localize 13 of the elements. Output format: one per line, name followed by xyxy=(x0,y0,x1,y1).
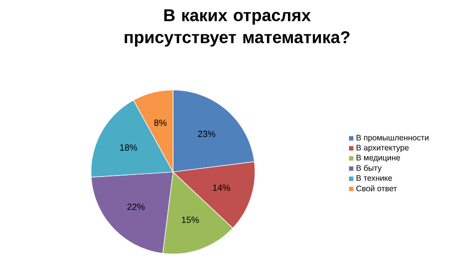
data-label: 15% xyxy=(182,216,199,223)
legend-label: В архитектуре xyxy=(356,144,409,152)
data-label: 18% xyxy=(120,144,138,151)
data-label: 14% xyxy=(213,184,230,191)
legend-label: В быту xyxy=(356,164,382,172)
chart-title: В каких отраслях присутствует математика? xyxy=(124,9,350,47)
data-label: 22% xyxy=(127,204,145,210)
data-label: 8% xyxy=(154,120,167,126)
data-label: 23% xyxy=(198,130,216,138)
legend-label: В промышленности xyxy=(356,134,428,142)
legend-label: Свой ответ xyxy=(356,185,397,192)
legend-label: В технике xyxy=(356,175,392,181)
legend-label: В медицине xyxy=(356,154,400,162)
